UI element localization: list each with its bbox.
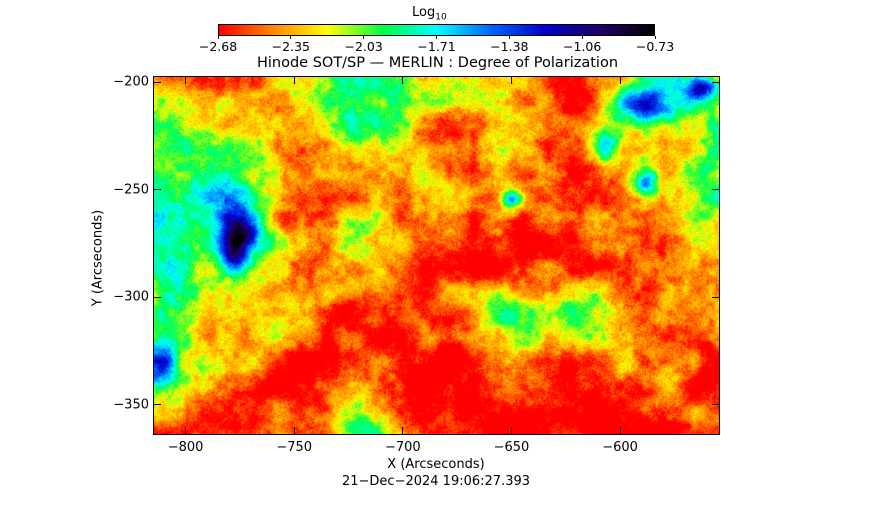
y-axis-label: Y (Arcseconds) (90, 209, 106, 307)
y-tick-mark (712, 296, 719, 298)
x-tick-mark (293, 77, 295, 84)
x-tick-label: −800 (167, 440, 204, 455)
colorbar (218, 24, 655, 36)
polarization-heatmap (154, 77, 719, 434)
y-tick-mark (154, 404, 161, 406)
x-tick-mark (619, 427, 621, 434)
x-tick-mark (185, 427, 187, 434)
x-tick-mark (510, 427, 512, 434)
x-tick-label: −650 (493, 440, 530, 455)
y-tick-label: −350 (113, 397, 149, 413)
x-axis-label: X (Arcseconds) (387, 457, 485, 472)
colorbar-tick-mark (436, 36, 437, 39)
y-tick-label: −250 (113, 182, 149, 198)
colorbar-tick-label: −1.38 (490, 39, 529, 54)
x-tick-mark (293, 427, 295, 434)
x-tick-label: −700 (384, 440, 421, 455)
colorbar-tick-label: −1.06 (563, 39, 602, 54)
colorbar-tick-label: −1.71 (417, 39, 456, 54)
y-tick-mark (154, 189, 161, 191)
x-tick-mark (619, 77, 621, 84)
x-tick-mark (402, 427, 404, 434)
x-tick-label: −750 (276, 440, 313, 455)
y-tick-mark (154, 81, 161, 83)
colorbar-tick-mark (290, 36, 292, 39)
plot-title-text: Hinode SOT/SP — MERLIN : Degree of Polar… (256, 55, 619, 71)
y-tick-label: −200 (113, 74, 149, 90)
plot-area (153, 76, 720, 435)
colorbar-tick-label: −2.68 (198, 39, 238, 54)
colorbar-tick-label: −2.35 (271, 39, 310, 54)
colorbar-tick-label: −0.73 (635, 39, 675, 54)
y-tick-mark (154, 296, 161, 298)
x-tick-mark (185, 77, 187, 84)
y-tick-mark (712, 189, 719, 191)
colorbar-title-main: Log (412, 5, 436, 20)
colorbar-title-sub: 10 (435, 12, 447, 23)
x-tick-mark (402, 77, 404, 84)
y-tick-mark (712, 404, 719, 406)
colorbar-tick-label: −2.03 (344, 39, 383, 54)
y-tick-label: −300 (113, 289, 149, 305)
colorbar-tick-mark (581, 36, 583, 39)
colorbar-tick-mark (363, 36, 365, 39)
x-tick-label: −600 (602, 440, 638, 455)
x-tick-mark (510, 77, 512, 84)
colorbar-title: Log10 (412, 5, 447, 23)
plot-title: Hinode SOT/SP — MERLIN : Degree of Polar… (0, 55, 873, 71)
colorbar-tick-mark (217, 36, 219, 39)
colorbar-tick-mark (508, 36, 510, 39)
colorbar-tick-mark (654, 36, 656, 39)
y-tick-mark (712, 81, 719, 83)
timestamp: 21−Dec−2024 19:06:27.393 (341, 474, 531, 489)
